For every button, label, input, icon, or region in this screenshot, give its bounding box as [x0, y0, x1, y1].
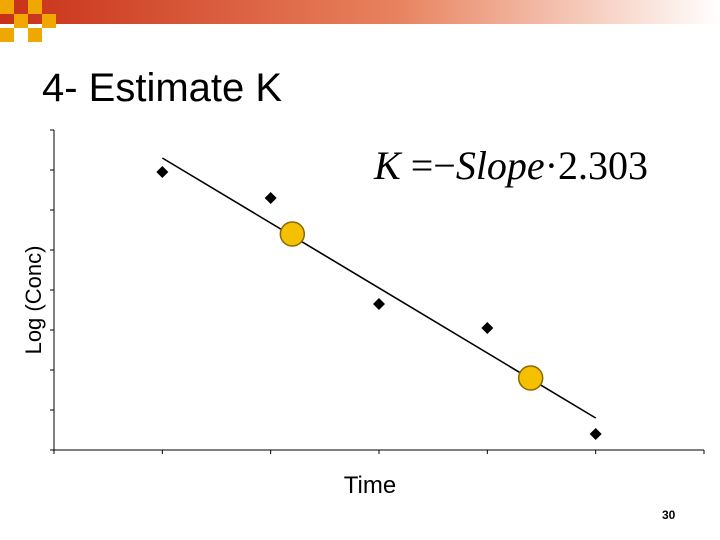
slide-title: 4- Estimate K: [42, 66, 283, 110]
formula-equals: =: [410, 143, 434, 188]
formula-lhs: K: [374, 143, 401, 188]
data-point-diamond: [156, 166, 169, 178]
data-point-diamond: [589, 428, 602, 440]
data-point-diamond: [481, 322, 494, 334]
chart-axes: [50, 129, 705, 454]
corner-checker-decoration: [0, 0, 64, 48]
formula-minus: −: [433, 143, 456, 188]
checker-square: [0, 28, 14, 42]
selected-point-circle: [279, 221, 306, 247]
formula-slope-word: Slope: [455, 143, 545, 188]
rate-constant-formula: K =−Slope·2.303: [374, 142, 648, 189]
checker-square: [42, 14, 56, 28]
formula-constant: 2.303: [558, 143, 649, 188]
checker-square: [28, 28, 42, 42]
checker-square: [0, 0, 14, 14]
selected-point-circle: [517, 365, 544, 391]
data-points-group: [156, 166, 602, 440]
page-number: 30: [662, 508, 676, 522]
y-axis-label: Log (Conc): [21, 245, 46, 355]
x-axis-label: Time: [343, 472, 397, 499]
checker-square: [14, 14, 28, 28]
checker-square: [28, 0, 42, 14]
header-banner: [0, 0, 720, 24]
formula-dot: ·: [544, 143, 559, 188]
data-point-diamond: [373, 298, 385, 310]
data-point-diamond: [264, 192, 277, 204]
